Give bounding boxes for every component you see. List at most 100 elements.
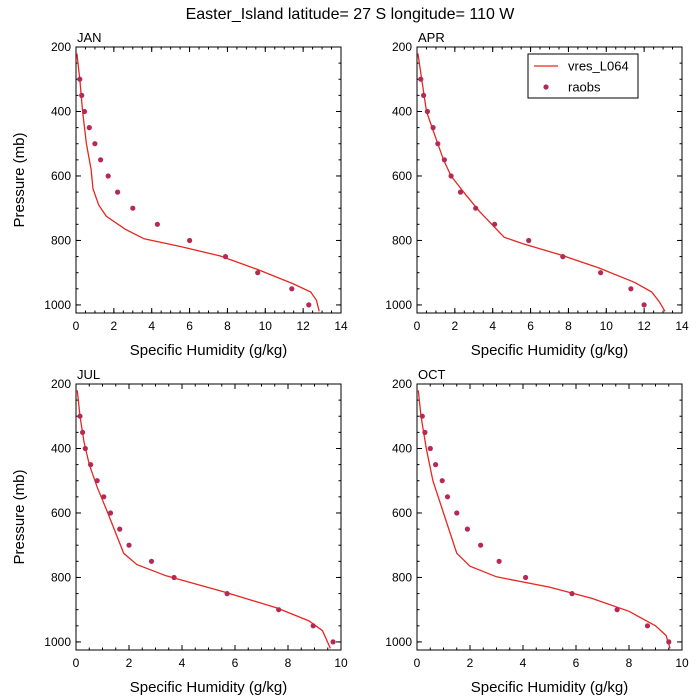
x-tick-label: 8 bbox=[224, 319, 231, 333]
data-point bbox=[448, 173, 454, 179]
x-tick-label: 2 bbox=[126, 656, 133, 670]
y-tick-label: 400 bbox=[51, 104, 71, 118]
data-point bbox=[126, 542, 132, 548]
data-point bbox=[644, 623, 651, 629]
x-axis-label: Specific Humidity (g/kg) bbox=[130, 679, 288, 696]
data-point bbox=[433, 462, 439, 468]
data-point bbox=[224, 591, 230, 597]
data-point bbox=[289, 286, 295, 292]
data-point bbox=[421, 92, 427, 98]
data-point bbox=[427, 445, 433, 452]
legend-label: vres_L064 bbox=[568, 59, 629, 74]
data-point bbox=[88, 462, 94, 468]
x-tick-label: 12 bbox=[296, 319, 310, 333]
x-tick-label: 6 bbox=[186, 319, 193, 333]
x-tick-label: 14 bbox=[334, 319, 348, 333]
data-point bbox=[115, 189, 121, 195]
data-point bbox=[92, 141, 98, 147]
x-tick-label: 8 bbox=[285, 656, 292, 670]
data-point bbox=[94, 478, 100, 484]
data-point bbox=[457, 189, 464, 195]
x-tick-label: 2 bbox=[111, 319, 118, 333]
x-tick-label: 2 bbox=[467, 656, 474, 670]
data-point bbox=[560, 254, 566, 260]
panel-jul: JUL 0 2 4 6 8 10 200 400 600 800 1000 Specific Humid… bbox=[11, 367, 348, 696]
series-points-raobs bbox=[419, 413, 672, 645]
x-tick-label: 10 bbox=[334, 656, 348, 670]
y-tick-label: 600 bbox=[392, 169, 412, 183]
data-point bbox=[478, 542, 484, 548]
legend-marker-swatch bbox=[543, 84, 549, 90]
y-tick-label: 400 bbox=[392, 104, 412, 118]
data-point bbox=[80, 429, 86, 435]
data-point bbox=[148, 558, 155, 564]
x-tick-label: 0 bbox=[73, 656, 80, 670]
data-point bbox=[435, 141, 441, 147]
data-point bbox=[101, 494, 107, 500]
data-point bbox=[628, 286, 634, 292]
data-point bbox=[439, 478, 445, 484]
panel-apr: APR 0 2 4 6 8 10 12 14 200 400 600 800 1000 Specific H… bbox=[385, 30, 689, 359]
x-tick-label: 6 bbox=[573, 656, 580, 670]
x-axis-label: Specific Humidity (g/kg) bbox=[471, 679, 629, 696]
series-line-vres_L064 bbox=[417, 53, 666, 312]
x-tick-label: 6 bbox=[527, 319, 534, 333]
data-point bbox=[424, 108, 430, 115]
legend-box bbox=[527, 53, 639, 99]
data-point bbox=[105, 173, 111, 179]
data-point bbox=[526, 237, 532, 244]
data-point bbox=[187, 237, 193, 244]
data-point bbox=[154, 221, 160, 227]
panel-label: APR bbox=[418, 30, 445, 45]
data-point bbox=[492, 221, 498, 227]
y-axis-label: Pressure (mb) bbox=[11, 132, 28, 227]
x-tick-label: 2 bbox=[452, 319, 459, 333]
data-point bbox=[98, 157, 104, 163]
legend-label: raobs bbox=[568, 80, 601, 95]
data-point bbox=[222, 254, 229, 260]
panel-label: JAN bbox=[77, 30, 102, 45]
y-tick-label: 1000 bbox=[385, 298, 412, 312]
data-point bbox=[569, 591, 575, 597]
data-point bbox=[255, 270, 261, 276]
y-tick-label: 800 bbox=[392, 233, 412, 247]
data-point bbox=[82, 445, 88, 452]
data-point bbox=[441, 157, 447, 163]
x-tick-label: 10 bbox=[675, 656, 689, 670]
panel-jan: JAN 0 2 4 6 8 10 12 14 200 400 600 800 1000 Specific H… bbox=[11, 30, 348, 359]
x-tick-label: 8 bbox=[626, 656, 633, 670]
x-tick-label: 4 bbox=[520, 656, 527, 670]
data-point bbox=[419, 413, 425, 419]
y-tick-label: 200 bbox=[51, 377, 71, 391]
series-line-vres_L064 bbox=[76, 53, 320, 312]
data-point bbox=[523, 574, 529, 581]
data-point bbox=[130, 205, 136, 211]
series-line-vres_L064 bbox=[417, 390, 671, 649]
x-tick-label: 12 bbox=[637, 319, 651, 333]
x-tick-label: 6 bbox=[232, 656, 239, 670]
x-axis-label: Specific Humidity (g/kg) bbox=[130, 342, 288, 359]
x-tick-label: 8 bbox=[565, 319, 572, 333]
y-tick-label: 800 bbox=[51, 233, 71, 247]
data-point bbox=[107, 510, 114, 516]
x-tick-label: 0 bbox=[73, 319, 80, 333]
data-point bbox=[117, 526, 123, 532]
x-tick-label: 0 bbox=[414, 319, 421, 333]
plot-frame bbox=[75, 383, 342, 651]
data-point bbox=[310, 623, 316, 629]
data-point bbox=[422, 429, 428, 435]
x-tick-label: 14 bbox=[675, 319, 689, 333]
data-point bbox=[496, 558, 502, 564]
y-tick-label: 200 bbox=[392, 377, 412, 391]
series-points-raobs bbox=[77, 76, 312, 308]
plot-frame bbox=[75, 46, 342, 314]
data-point bbox=[77, 76, 83, 82]
data-point bbox=[598, 270, 604, 276]
y-tick-label: 600 bbox=[51, 506, 71, 520]
data-point bbox=[171, 574, 177, 581]
y-tick-label: 600 bbox=[392, 506, 412, 520]
panel-oct: OCT 0 2 4 6 8 10 200 400 600 800 1000 Specific Humid… bbox=[385, 367, 689, 696]
